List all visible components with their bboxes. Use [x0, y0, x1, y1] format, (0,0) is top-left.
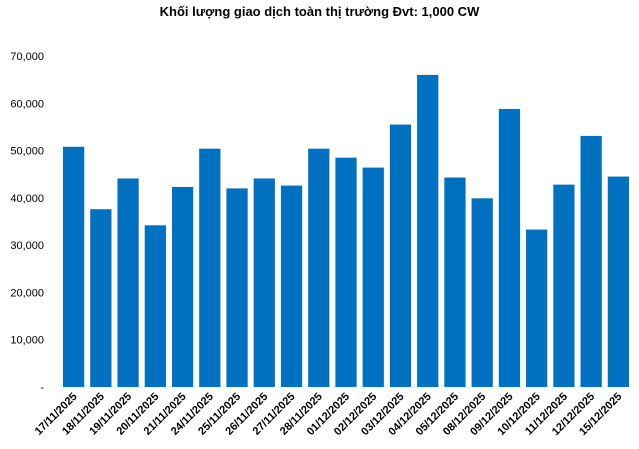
bar-26/11/2025: [253, 178, 275, 387]
bar-12/12/2025: [580, 135, 602, 387]
bar-20/11/2025: [144, 225, 166, 387]
bar-09/12/2025: [498, 108, 521, 388]
bar-10/12/2025: [526, 229, 548, 387]
bar-28/11/2025: [308, 148, 330, 387]
x-axis: 17/11/202518/11/202519/11/202520/11/2025…: [33, 391, 625, 438]
bar-15/12/2025: [607, 176, 630, 387]
bar-08/12/2025: [471, 198, 493, 387]
y-tick-label: 20,000: [10, 287, 44, 299]
bar-11/12/2025: [553, 184, 575, 387]
bar-18/11/2025: [90, 209, 112, 387]
y-tick-label: 40,000: [10, 193, 44, 205]
y-tick-label: 60,000: [10, 98, 44, 110]
bar-24/11/2025: [199, 148, 221, 387]
y-axis: - 10,000 20,000 30,000 40,000 50,000 60,000 70,…: [10, 51, 44, 394]
bars-group: [63, 74, 630, 388]
bar-17/11/2025: [63, 146, 85, 387]
bar-25/11/2025: [226, 188, 248, 387]
bar-01/12/2025: [335, 157, 357, 387]
bar-04/12/2025: [417, 74, 439, 387]
bar-19/11/2025: [117, 178, 139, 387]
y-tick-label: 30,000: [10, 240, 44, 252]
bar-03/12/2025: [389, 124, 412, 387]
y-tick-label: 70,000: [10, 51, 44, 63]
y-tick-label: 50,000: [10, 146, 44, 158]
bar-27/11/2025: [280, 185, 303, 387]
y-tick-label: -: [40, 382, 44, 394]
bar-05/12/2025: [444, 177, 466, 387]
bar-21/11/2025: [171, 186, 194, 387]
chart-title: Khối lượng giao dịch toàn thị trường Đvt…: [159, 4, 480, 19]
bar-02/12/2025: [362, 167, 384, 387]
y-tick-label: 10,000: [10, 335, 44, 347]
